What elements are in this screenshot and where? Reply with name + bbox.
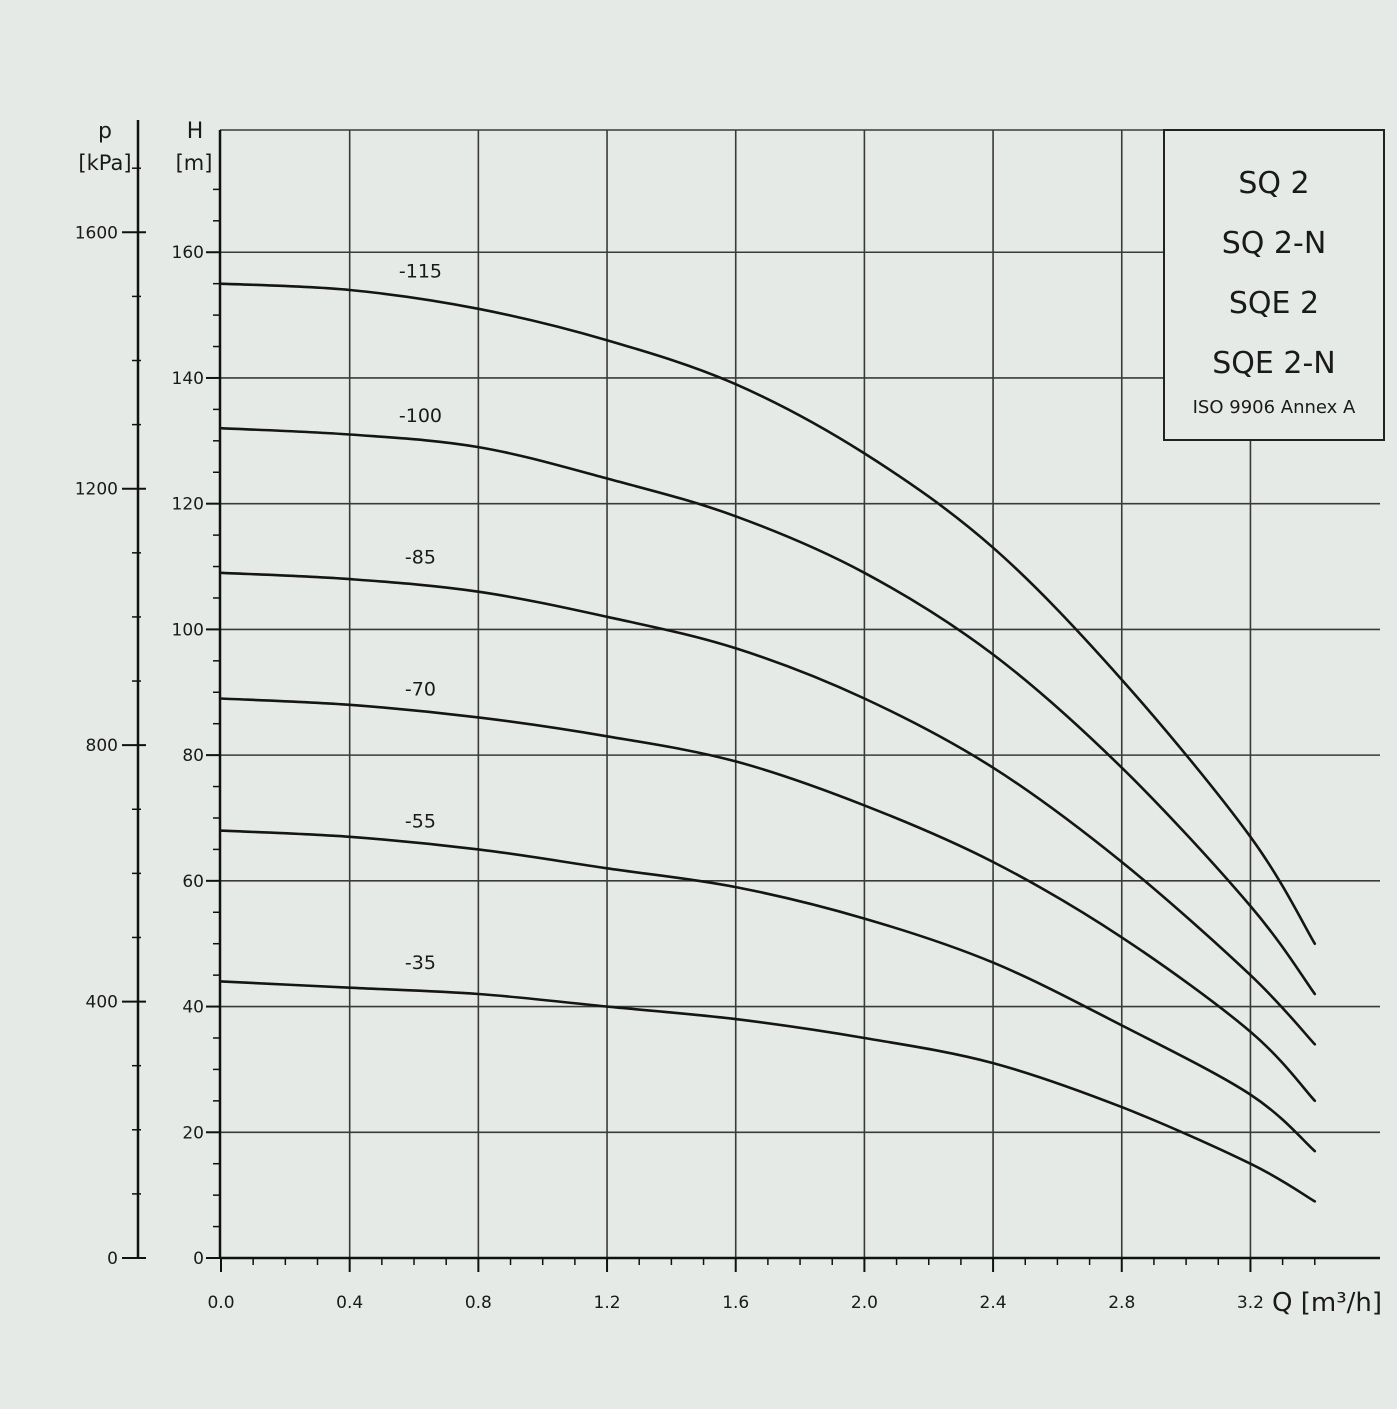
x-axis-label: Q [m³/h] [1272, 1288, 1382, 1318]
legend-line-4: SQE 2-N [1212, 346, 1336, 381]
legend-line-3: SQE 2 [1229, 286, 1319, 321]
pressure-tick-label: 1200 [75, 480, 118, 500]
series-label: -70 [405, 678, 436, 700]
series-labels: -115 -100 -85 -70 -55 -35 [399, 260, 442, 973]
x-tick-label: 2.8 [1108, 1293, 1135, 1313]
pressure-tick-label: 800 [86, 736, 118, 756]
pressure-axis-symbol: p [98, 119, 112, 144]
head-tick-label: 140 [172, 369, 204, 389]
x-tick-label: 0.0 [207, 1293, 234, 1313]
series-label: -35 [405, 952, 436, 974]
series-curve [219, 829, 1317, 1153]
head-tick-label: 80 [182, 746, 204, 766]
x-tick-label: 1.6 [722, 1293, 749, 1313]
x-tick-label: 1.2 [594, 1293, 621, 1313]
head-tick-label: 160 [172, 243, 204, 263]
series-curve [219, 571, 1317, 1046]
legend-note: ISO 9906 Annex A [1193, 397, 1356, 418]
head-tick-label: 40 [182, 998, 204, 1018]
x-tick-label: 2.0 [851, 1293, 878, 1313]
series-curve [219, 697, 1317, 1103]
grid [220, 129, 1380, 1258]
head-tick-label: 60 [182, 872, 204, 892]
series-curve [219, 426, 1317, 996]
series-curve [219, 282, 1317, 945]
x-tick-label: 2.4 [980, 1293, 1007, 1313]
head-axis-unit: [m] [176, 151, 213, 175]
pressure-tick-label: 400 [86, 993, 118, 1013]
series-curves [219, 282, 1317, 1203]
head-tick-label: 100 [172, 620, 204, 640]
head-axis-symbol: H [187, 119, 204, 144]
head-tick-label: 0 [193, 1249, 204, 1269]
x-tick-label: 3.2 [1237, 1293, 1264, 1313]
legend-line-2: SQ 2-N [1222, 226, 1327, 261]
x-tick-label: 0.4 [336, 1293, 363, 1313]
series-label: -115 [399, 260, 442, 282]
series-label: -85 [405, 546, 436, 568]
pressure-tick-label: 0 [107, 1249, 118, 1269]
x-tick-label: 0.8 [465, 1293, 492, 1313]
series-label: -55 [405, 810, 436, 832]
pressure-axis-unit: [kPa] [78, 151, 131, 175]
head-tick-label: 120 [172, 495, 204, 515]
legend-box: SQ 2 SQ 2-N SQE 2 SQE 2-N ISO 9906 Annex… [1163, 129, 1385, 441]
legend-line-1: SQ 2 [1238, 166, 1309, 201]
legend-frame [1163, 129, 1385, 441]
series-curve [219, 980, 1317, 1203]
pressure-tick-label: 1600 [75, 223, 118, 243]
axis-titles: p [kPa] H [m] Q [m³/h] [78, 119, 1382, 1318]
head-tick-label: 20 [182, 1123, 204, 1143]
series-label: -100 [399, 405, 442, 427]
